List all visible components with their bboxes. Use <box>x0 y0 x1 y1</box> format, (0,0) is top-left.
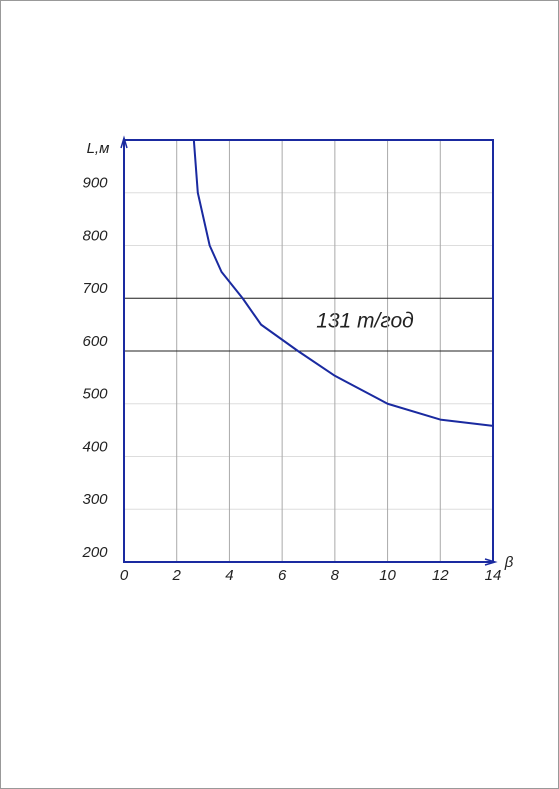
x-tick-label: 0 <box>120 567 129 584</box>
x-tick-label: 10 <box>379 567 396 584</box>
y-tick-label: 800 <box>82 227 108 244</box>
y-tick-label: 200 <box>81 544 108 561</box>
plot-frame <box>123 139 494 563</box>
x-tick-label: 2 <box>172 567 182 584</box>
x-tick-label: 12 <box>432 567 449 584</box>
y-axis-label: L,м <box>87 140 110 157</box>
annotation: 131 т/год <box>316 310 414 333</box>
x-tick-label: 4 <box>225 567 233 584</box>
x-axis-arrow <box>484 558 498 566</box>
x-tick-label: 8 <box>331 567 340 584</box>
y-axis-arrow <box>120 135 128 149</box>
y-tick-label: 600 <box>82 333 108 350</box>
y-tick-label: 500 <box>82 386 108 403</box>
y-tick-label: 400 <box>82 438 108 455</box>
curve <box>192 139 494 427</box>
x-axis-label: β <box>504 554 514 571</box>
x-tick-label: 14 <box>485 567 502 584</box>
y-tick-label: 900 <box>82 175 108 192</box>
y-tick-label: 700 <box>82 280 108 297</box>
x-tick-label: 6 <box>278 567 287 584</box>
y-tick-label: 300 <box>82 491 108 508</box>
